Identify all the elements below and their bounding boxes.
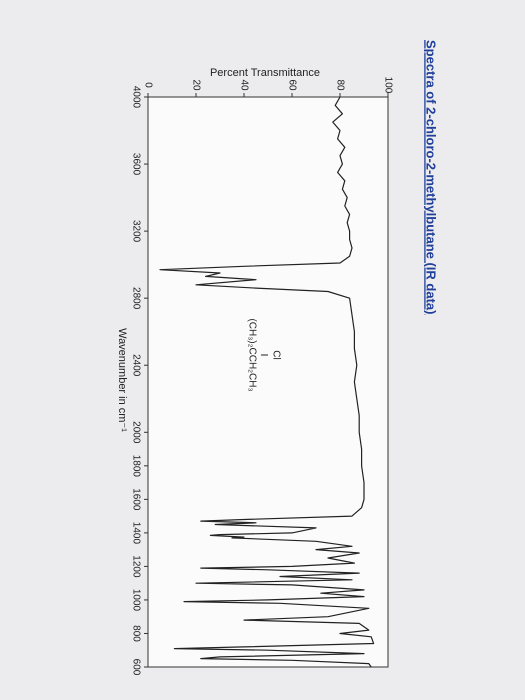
x-tick-label: 3600 <box>130 153 141 176</box>
spectrum-line <box>159 96 375 668</box>
x-tick-label: 3200 <box>130 220 141 243</box>
x-tick-label: 2000 <box>130 421 141 444</box>
y-tick-label: 0 <box>142 82 153 88</box>
x-axis-label: Wavenumber in cm⁻¹ <box>116 328 128 432</box>
x-tick-label: 2800 <box>130 287 141 310</box>
x-tick-label: 2400 <box>130 354 141 377</box>
y-tick-label: 80 <box>334 79 345 91</box>
y-tick-label: 20 <box>190 79 201 91</box>
x-tick-label: 4000 <box>130 86 141 109</box>
x-tick-label: 1000 <box>130 589 141 612</box>
chart-title: Spectra of 2-chloro-2-methylbutane (IR d… <box>424 40 439 314</box>
annotation: Cl <box>270 350 281 359</box>
x-tick-label: 1600 <box>130 488 141 511</box>
x-tick-label: 1200 <box>130 555 141 578</box>
y-axis-label: Percent Transmittance <box>210 67 320 79</box>
y-tick-label: 60 <box>286 79 297 91</box>
x-tick-label: 1800 <box>130 455 141 478</box>
y-tick-label: 40 <box>238 79 249 91</box>
x-tick-label: 800 <box>130 625 141 642</box>
plot-frame <box>147 96 389 668</box>
annotation: (CH₃)₂CCH₂CH₃ <box>246 318 257 391</box>
x-tick-label: 600 <box>130 659 141 676</box>
x-tick-label: 1400 <box>130 522 141 545</box>
y-tick-label: 100 <box>382 77 393 94</box>
